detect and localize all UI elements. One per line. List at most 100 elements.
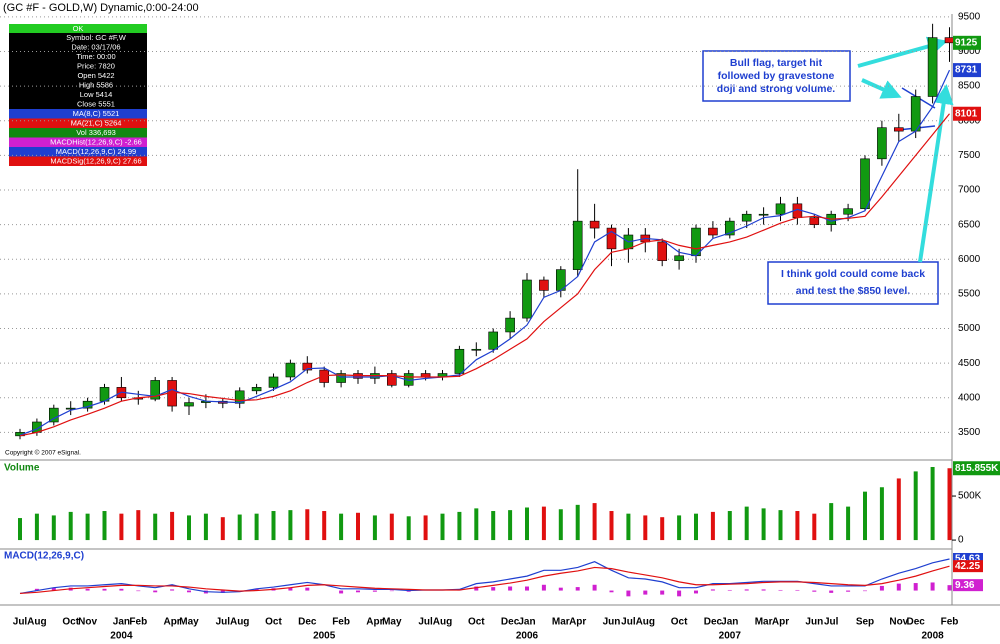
info-row: Symbol: GC #F,W (66, 33, 127, 42)
y-tick-label: 5500 (958, 289, 981, 300)
volume-bar (879, 487, 884, 541)
candle-body (691, 227, 701, 257)
histogram-bar (119, 588, 124, 591)
volume-bar (322, 511, 327, 541)
annotation: followed by gravestone (718, 70, 835, 82)
annotation-box (767, 261, 939, 305)
histogram-bar (896, 583, 901, 591)
last-value: 54.63 (955, 554, 980, 565)
x-tick-label: Apr (366, 617, 383, 628)
candle-body (268, 376, 279, 388)
annotation: I think gold could come back (781, 268, 925, 280)
volume-bar (440, 513, 445, 541)
candle-body (893, 127, 904, 132)
x-year-label: 2005 (313, 631, 336, 642)
info-row-bg (9, 156, 147, 166)
y-tick-label: 6000 (958, 254, 981, 265)
x-tick-label: Oct (265, 617, 282, 628)
volume-bar (761, 508, 766, 541)
candle-body (150, 380, 160, 400)
histogram-bar (85, 588, 90, 591)
histogram-bar (592, 584, 597, 591)
candle-body (454, 348, 465, 374)
histogram-bar (508, 586, 513, 591)
info-row-bg (9, 80, 147, 90)
info-row-bg (9, 61, 147, 71)
volume-bar (18, 518, 22, 541)
last-value: 42.25 (955, 561, 980, 572)
y-tick-label: 7000 (958, 185, 981, 196)
volume-bar (829, 503, 834, 541)
volume-bar (34, 513, 39, 541)
volume-bar (136, 510, 141, 541)
x-tick-label: Jul (824, 617, 839, 628)
histogram-bar (34, 588, 39, 591)
histogram-bar (339, 590, 344, 594)
panel-title: Volume (4, 463, 40, 474)
histogram-bar (694, 590, 698, 594)
info-row-bg (9, 109, 147, 119)
x-tick-label: Nov (78, 617, 97, 628)
candle-body (809, 217, 820, 225)
info-row: MACD(12,26,9,C) 24.99 (56, 147, 136, 156)
x-year-label: 2008 (921, 631, 944, 642)
last-value: 9.36 (955, 580, 975, 591)
y-tick-label: 3500 (958, 427, 981, 438)
candle-body (336, 373, 346, 383)
volume-bar (51, 515, 56, 541)
y-tick-label: 8500 (958, 81, 981, 92)
histogram-bar (930, 582, 935, 591)
volume-bar (677, 515, 682, 541)
x-tick-label: Dec (298, 617, 317, 628)
x-year-label: 2007 (719, 631, 742, 642)
candle-body (877, 127, 887, 160)
histogram-bar (846, 590, 851, 592)
x-tick-label: Aug (230, 617, 249, 628)
histogram-bar (525, 586, 529, 591)
x-year-label: 2004 (110, 631, 133, 642)
candle-body (285, 362, 296, 378)
x-tick-label: Jul (621, 617, 636, 628)
histogram-bar (491, 587, 496, 591)
candle-body (589, 220, 600, 229)
candle-body (758, 213, 769, 216)
x-tick-label: May (382, 617, 402, 628)
histogram-bar (761, 589, 766, 591)
histogram-bar (947, 585, 952, 591)
x-tick-label: Apr (163, 617, 180, 628)
histogram-bar (288, 587, 293, 591)
last-value-bg (953, 35, 981, 50)
volume-bar (237, 514, 242, 541)
histogram-bar (136, 590, 141, 592)
info-row: Time: 00:00 (76, 52, 115, 61)
info-row: Date: 03/17/06 (71, 42, 120, 51)
volume-bar (660, 517, 665, 541)
info-row: MACDHist(12,26,9,C) -2.66 (50, 137, 142, 146)
candle-body (319, 369, 330, 383)
volume-bar (288, 510, 293, 541)
candle-body (48, 407, 59, 423)
volume-bar (85, 513, 90, 541)
volume-bar (508, 510, 513, 541)
candle-body (606, 227, 617, 250)
last-value-bg (953, 106, 981, 121)
x-tick-label: Dec (907, 617, 926, 628)
volume-bar (863, 491, 867, 541)
x-tick-label: Apr (569, 617, 586, 628)
volume-bar (930, 466, 935, 541)
candle-body (724, 220, 735, 236)
info-row-bg (9, 137, 147, 147)
candle-body (572, 220, 583, 270)
y-tick-label: 4000 (958, 392, 981, 403)
last-value-bg (953, 63, 981, 78)
x-tick-label: Jul (418, 617, 433, 628)
histogram-bar (356, 590, 360, 593)
candle-body (927, 37, 938, 97)
histogram-bar (305, 587, 310, 591)
volume-bar (744, 506, 749, 541)
x-tick-label: Jul (13, 617, 28, 628)
volume-bar (474, 508, 479, 541)
last-value: 9125 (955, 37, 978, 48)
volume-bar (68, 511, 73, 541)
